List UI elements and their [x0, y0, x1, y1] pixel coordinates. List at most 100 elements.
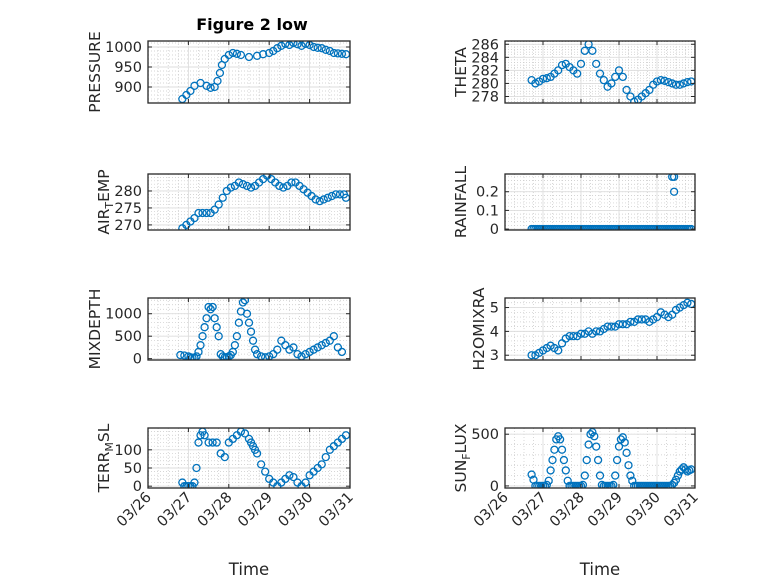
data-point [192, 463, 201, 473]
data-point [669, 187, 679, 196]
data-point [325, 46, 334, 56]
data-point [622, 85, 631, 95]
subplot-7: 0 50 100 03/26 03/27 03/28 03/29 03/30 03/31 Time… [95, 423, 357, 579]
data-point [204, 302, 213, 312]
data-point [210, 314, 219, 323]
data-point [597, 480, 607, 488]
data-point [313, 43, 322, 52]
data-point [317, 44, 326, 53]
data-point [675, 80, 684, 89]
data-point [599, 76, 608, 85]
data-point [554, 346, 563, 355]
data-point [580, 471, 589, 480]
data-point [287, 178, 296, 187]
data-point [218, 193, 227, 202]
data-point [620, 438, 629, 447]
data-point [561, 466, 570, 475]
data-point [275, 181, 284, 191]
data-point [220, 452, 229, 462]
data-point [301, 478, 310, 487]
data-point [337, 49, 347, 58]
data-point [232, 49, 242, 58]
xtick-label: 03/27 [154, 490, 195, 531]
data-point [305, 347, 314, 357]
data-point [232, 332, 242, 341]
data-point [584, 41, 593, 49]
data-point [614, 442, 624, 451]
data-series [178, 428, 350, 488]
data-point [204, 438, 213, 447]
ytick-label: 500 [471, 427, 499, 443]
data-point [311, 195, 320, 204]
data-point [190, 213, 199, 223]
data-point [242, 309, 252, 318]
data-point [584, 440, 593, 449]
data-point [248, 336, 258, 345]
data-point [593, 455, 603, 465]
data-point [317, 460, 326, 469]
data-point [236, 50, 246, 60]
data-point [273, 44, 282, 53]
data-point [285, 471, 294, 480]
ytick-label: 0 [133, 352, 142, 368]
data-point [281, 341, 290, 350]
ytick-label: 500 [114, 329, 142, 345]
data-point [590, 432, 599, 441]
data-point [323, 193, 332, 202]
y-axis-label: H2OMIXRA [470, 287, 488, 370]
ytick-label: 0 [490, 222, 499, 238]
data-series [176, 298, 347, 360]
data-point [660, 76, 669, 85]
data-point [194, 438, 203, 447]
data-point [588, 46, 597, 55]
y-axis-label: AIRTEMP [95, 169, 116, 234]
data-point [246, 327, 256, 336]
data-point [186, 353, 195, 360]
data-point [317, 341, 326, 350]
data-point [559, 455, 569, 465]
data-point [301, 350, 310, 359]
data-point [614, 66, 624, 75]
data-point [669, 174, 679, 181]
xtick-label: 03/31 [661, 490, 702, 531]
axes-frame [504, 40, 696, 104]
data-point [212, 438, 221, 447]
xtick-label: 03/28 [195, 490, 236, 531]
figure-title: Figure 2 low [196, 15, 308, 34]
ytick-label: 280 [471, 76, 499, 92]
data-point [626, 471, 635, 480]
data-point [563, 476, 572, 485]
data-point [289, 472, 298, 482]
ytick-label: 280 [114, 184, 142, 200]
data-point [313, 343, 322, 352]
xtick-label: 03/30 [623, 490, 664, 531]
data-point [611, 471, 620, 480]
data-point [592, 59, 601, 68]
data-point [578, 480, 588, 488]
data-point [595, 69, 605, 78]
data-point [612, 455, 622, 465]
data-point [240, 429, 250, 438]
xtick-label: 03/26 [471, 490, 512, 531]
data-point [289, 343, 298, 352]
data-point [333, 49, 343, 58]
data-point [234, 178, 244, 187]
data-series [527, 298, 695, 360]
data-point [224, 50, 233, 60]
data-point [285, 345, 294, 354]
data-point [301, 41, 310, 48]
ytick-label: 0.1 [476, 203, 499, 219]
data-point [592, 442, 601, 451]
data-point [198, 208, 207, 218]
data-point [176, 350, 185, 360]
data-point [319, 195, 328, 204]
data-point [208, 302, 217, 312]
data-point [628, 476, 637, 485]
data-point [238, 298, 248, 307]
data-point [213, 76, 222, 86]
data-point [198, 332, 207, 341]
data-series [527, 174, 695, 230]
